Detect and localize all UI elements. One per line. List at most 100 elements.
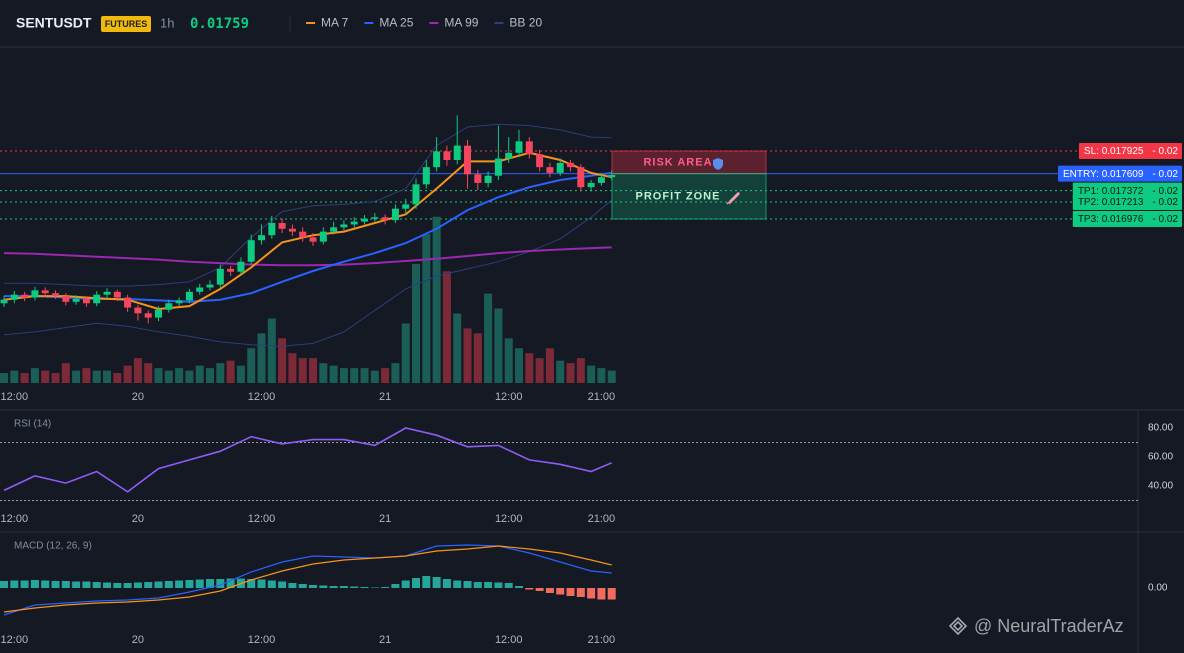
volume-bar (504, 338, 513, 383)
histogram-bar (473, 582, 482, 588)
x-tick-label: 21:00 (588, 513, 616, 525)
volume-bar (607, 370, 616, 383)
histogram-bar (391, 584, 400, 588)
level-size: - 0.02 (1152, 197, 1178, 208)
candle-body (515, 141, 523, 153)
candle-body (227, 268, 235, 272)
volume-bar (525, 353, 534, 383)
histogram-bar (453, 580, 462, 588)
histogram-bar (587, 588, 596, 599)
volume-bar (236, 365, 245, 383)
x-tick-label: 20 (132, 391, 144, 403)
volume-bar (30, 368, 39, 383)
volume-bar (422, 234, 431, 383)
histogram-bar (216, 579, 225, 588)
x-tick-label: 12:00 (1, 513, 29, 525)
histogram-bar (360, 587, 369, 588)
histogram-bar (133, 582, 142, 588)
histogram-bar (442, 579, 451, 588)
x-tick-label: 21:00 (588, 634, 616, 646)
histogram-bar (92, 582, 101, 588)
histogram-bar (226, 578, 235, 588)
histogram-bar (164, 581, 173, 588)
candle-body (175, 300, 183, 304)
histogram-bar (412, 578, 421, 588)
histogram-bar (381, 587, 390, 588)
x-tick-label: 21 (379, 391, 391, 403)
x-tick-label: 12:00 (1, 634, 29, 646)
volume-bar (484, 293, 493, 383)
level-box (1072, 194, 1182, 211)
volume-bar (587, 365, 596, 383)
volume-bar (41, 370, 50, 383)
zone-label: RISK AREA (643, 157, 712, 169)
volume-bar (72, 370, 81, 383)
volume-bar (339, 368, 348, 383)
level-box (1057, 165, 1182, 182)
histogram-bar (103, 582, 112, 588)
volume-bar (0, 373, 9, 383)
x-tick-label: 21:00 (588, 391, 616, 403)
interval[interactable]: 1h (160, 15, 174, 30)
candle-body (155, 309, 163, 318)
x-tick-label: 21 (379, 513, 391, 525)
histogram-bar (515, 586, 524, 588)
candle-body (196, 287, 204, 292)
histogram-bar (576, 588, 585, 597)
volume-bar (154, 368, 163, 383)
histogram-bar (195, 579, 204, 588)
level-box (1072, 211, 1182, 228)
histogram-bar (484, 582, 493, 588)
volume-bar (278, 338, 287, 383)
candle-body (93, 294, 101, 304)
candle-body (546, 167, 554, 173)
candle-body (52, 293, 60, 297)
volume-bar (401, 323, 410, 383)
candle-body (144, 313, 152, 318)
candle-body (391, 208, 399, 221)
x-tick-label: 21 (379, 634, 391, 646)
candle-body (361, 218, 369, 222)
line (3, 199, 613, 347)
candle-body (113, 291, 121, 298)
volume-bar (391, 363, 400, 383)
candle-body (21, 294, 29, 298)
volume-bar (247, 348, 256, 383)
histogram-bar (401, 580, 410, 588)
histogram-bar (61, 581, 70, 588)
candle-body (371, 217, 379, 219)
histogram-bar (494, 582, 503, 588)
candle-body (402, 204, 410, 209)
y-tick-label: 40.00 (1148, 481, 1173, 492)
level-size: - 0.02 (1152, 214, 1178, 225)
volume-bar (226, 360, 235, 383)
volume-bar (10, 370, 19, 383)
candle-body (464, 145, 472, 175)
histogram-bar (309, 585, 318, 588)
candle-body (258, 235, 266, 241)
histogram-bar (206, 579, 215, 588)
candle-body (134, 307, 142, 314)
volume-bar (566, 363, 575, 383)
volume-bar (463, 328, 472, 383)
candle-body (0, 299, 8, 304)
histogram-bar (10, 580, 19, 588)
line (3, 246, 612, 267)
candle-body (330, 227, 338, 232)
candle-body (124, 297, 132, 308)
histogram-bar (463, 581, 472, 588)
macd-line (3, 544, 612, 616)
line (4, 123, 612, 287)
symbol[interactable]: SENTUSDT (16, 15, 92, 31)
y-tick-label: 80.00 (1148, 423, 1173, 434)
candle-body (309, 237, 317, 242)
histogram-bar (144, 582, 153, 588)
volume-bar (133, 358, 142, 383)
legend-label: MA 99 (444, 16, 478, 30)
candle-body (577, 167, 585, 188)
level-label: TP3: 0.016976 (1078, 214, 1144, 225)
volume-bar (257, 333, 266, 383)
candle-body (268, 223, 276, 236)
histogram-bar (185, 580, 194, 588)
